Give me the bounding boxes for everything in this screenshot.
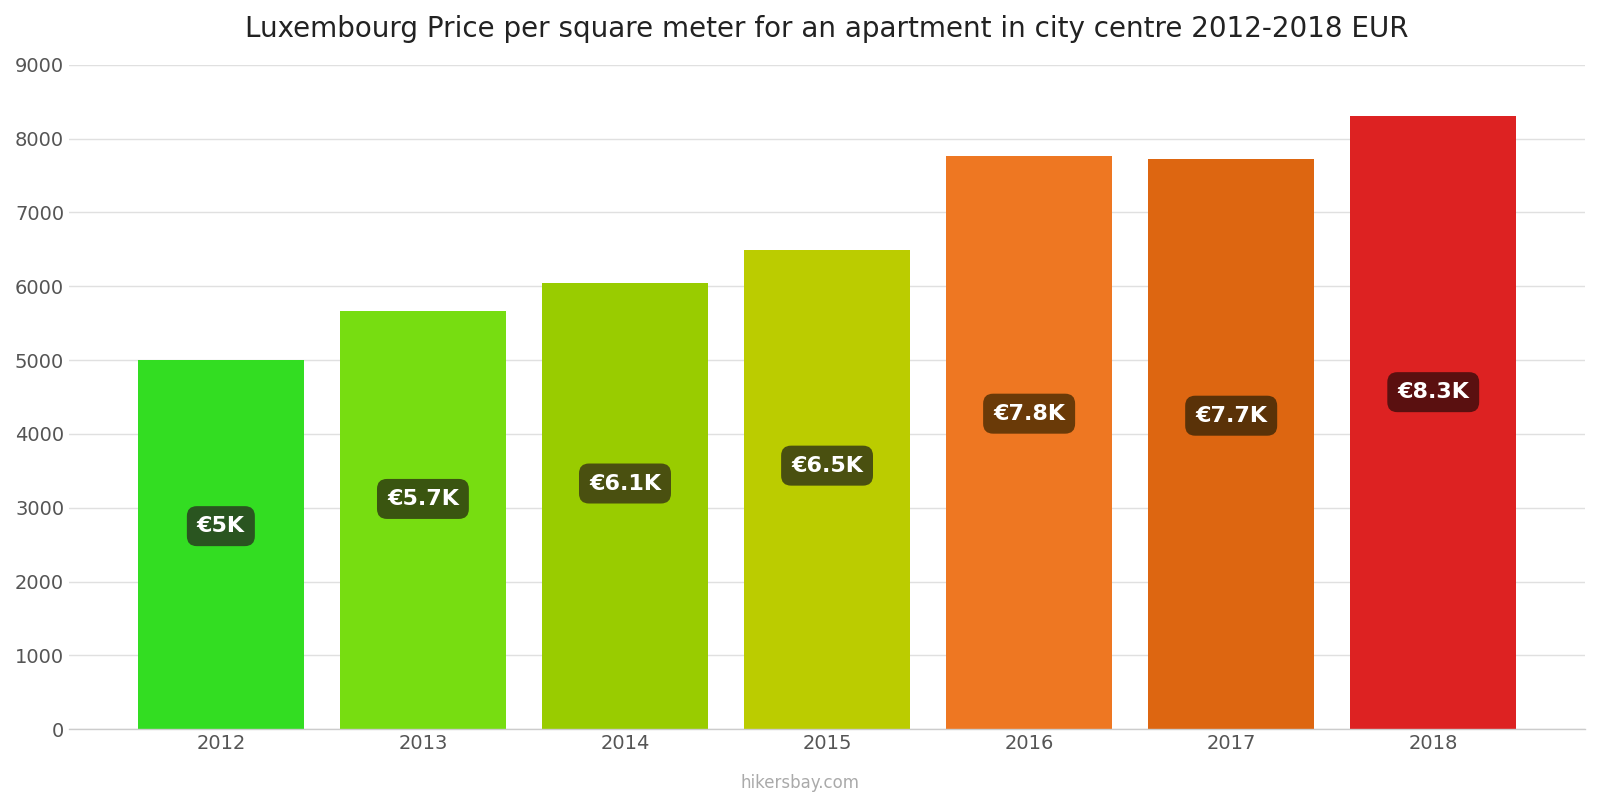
Bar	[744, 250, 910, 729]
Bar	[138, 360, 304, 729]
Bar	[1149, 159, 1314, 729]
Text: hikersbay.com: hikersbay.com	[741, 774, 859, 792]
Text: €6.5K: €6.5K	[790, 456, 862, 476]
Text: €6.1K: €6.1K	[589, 474, 661, 494]
Text: €7.7K: €7.7K	[1195, 406, 1267, 426]
Text: €8.3K: €8.3K	[1397, 382, 1469, 402]
Text: €5K: €5K	[197, 516, 245, 536]
Bar	[1350, 117, 1517, 729]
Text: €7.8K: €7.8K	[994, 404, 1066, 424]
Bar	[542, 282, 707, 729]
Title: Luxembourg Price per square meter for an apartment in city centre 2012-2018 EUR: Luxembourg Price per square meter for an…	[245, 15, 1410, 43]
Text: €5.7K: €5.7K	[387, 489, 459, 509]
Bar	[341, 310, 506, 729]
Bar	[946, 155, 1112, 729]
